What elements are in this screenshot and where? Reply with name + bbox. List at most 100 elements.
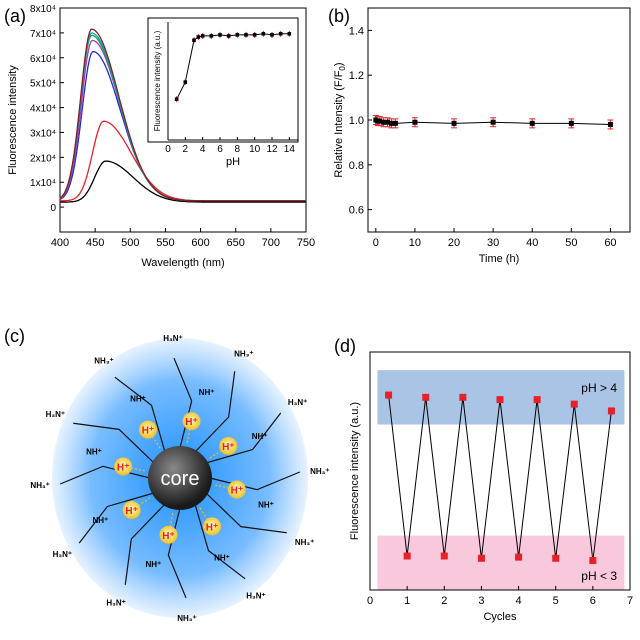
- proton-label: H⁺: [231, 486, 244, 497]
- x-tick-label: 30: [487, 237, 499, 249]
- amine-label: NH⁺: [252, 432, 268, 441]
- y-tick-label: 0: [50, 203, 56, 214]
- ligand-chain: [194, 371, 236, 453]
- cycle-point: [496, 396, 504, 404]
- x-axis-label: Time (h): [479, 253, 520, 265]
- proton: [138, 420, 157, 439]
- x-tick-label: 20: [448, 237, 460, 249]
- data-point: [451, 120, 457, 126]
- ligand-label: H₃N⁺: [46, 410, 65, 419]
- ligand-label: H₃N⁺: [106, 599, 125, 608]
- proton-label: H⁺: [206, 522, 219, 533]
- band-label: pH < 3: [581, 569, 617, 583]
- proton: [219, 436, 238, 455]
- x-tick-label: 700: [262, 237, 280, 249]
- inset-point: [278, 32, 283, 36]
- inset-point: [287, 32, 292, 36]
- y-tick-label: 0.6: [349, 205, 364, 217]
- x-tick-label: 750: [297, 237, 315, 249]
- band-1: [377, 535, 625, 590]
- cycle-point: [570, 400, 578, 408]
- inset-x-tick-label: 2: [183, 144, 189, 155]
- x-tick-label: 650: [227, 237, 245, 249]
- amine-label: NH⁺: [130, 394, 146, 403]
- inset-y-axis-label: Fluorescence intensity (a.u.): [153, 30, 162, 131]
- x-tick-label: 4: [516, 595, 522, 607]
- cycle-point: [589, 557, 597, 565]
- ligand-chain: [194, 503, 246, 580]
- data-point: [381, 119, 387, 125]
- x-tick-label: 450: [86, 237, 104, 249]
- chart-a-inset-ph: 0 2 4 6 8 10 12 14 pH Fluorescence intensity (a.u…: [147, 17, 299, 168]
- x-tick-label: 2: [441, 595, 447, 607]
- cycle-point: [422, 393, 430, 401]
- x-tick-label: 0: [367, 595, 373, 607]
- x-tick-label: 550: [156, 237, 174, 249]
- proton: [203, 517, 222, 536]
- inset-point: [192, 38, 196, 43]
- diagram-c-nanoparticle: H₃N⁺ NH₃⁺ H₃N⁺ NH₃⁺ NH₃⁺ H₃N⁺ NH₃⁺ H₃N⁺ H₃N⁺ NH₃⁺…: [30, 334, 329, 623]
- ligand-label: NH₃⁺: [94, 356, 113, 365]
- x-tick-label: 400: [51, 237, 69, 249]
- proton: [122, 501, 141, 520]
- cycle-point: [403, 552, 411, 560]
- cycle-point: [385, 391, 393, 399]
- ligand-chain: [78, 492, 155, 544]
- proton-label: H⁺: [162, 531, 175, 542]
- chart-b-stability: 0 10 20 30 40 50 60 0.6 0.8 1.0 1.2 1.4 Time (h) Rela…: [333, 7, 631, 265]
- inset-x-tick-label: 0: [165, 144, 171, 155]
- inset-point: [196, 35, 201, 39]
- chart-d-reversibility: pH > 4 pH < 3 0 1 2 3 4 5 6 7 Cycles Fluorescence i…: [349, 351, 633, 623]
- x-tick-label: 0: [373, 237, 379, 249]
- ligand-label: NH₃⁺: [234, 349, 253, 358]
- band-label: pH > 4: [581, 381, 617, 395]
- x-tick-label: 500: [121, 237, 139, 249]
- x-tick-label: 5: [553, 595, 559, 607]
- ligand-label: H₃N⁺: [163, 334, 182, 343]
- ligand-chain: [209, 471, 301, 491]
- ligand-label: NH₃⁺: [177, 614, 196, 623]
- ligand-chain: [205, 492, 287, 534]
- data-point: [377, 118, 383, 124]
- x-tick-label: 1: [404, 595, 410, 607]
- y-tick-label: 3x10⁴: [30, 128, 56, 139]
- ligand-chain: [59, 465, 151, 485]
- amine-label: NH⁺: [93, 516, 109, 525]
- y-axis-label: Fluorescence intensity: [7, 65, 19, 175]
- data-point: [392, 120, 398, 126]
- inset-point: [252, 33, 257, 37]
- y-tick-label: 6x10⁴: [30, 54, 56, 65]
- plot-frame: [369, 351, 631, 591]
- x-tick-label: 60: [604, 237, 616, 249]
- inset-x-tick-label: 12: [266, 144, 278, 155]
- ligand-chain: [205, 412, 282, 464]
- x-tick-label: 7: [627, 595, 633, 607]
- x-tick-label: 3: [478, 595, 484, 607]
- ligand-chain: [114, 376, 166, 453]
- spectrum-line-black: [60, 160, 306, 203]
- chart-a-emission-spectra: 400 450 500 550 600 650 700 750 0 1x10⁴ 2x10⁴ 3x10⁴…: [7, 4, 315, 269]
- panel-d-tag: (d): [334, 336, 356, 356]
- y-tick-label: 1.2: [349, 70, 364, 82]
- ligand-label: H₃N⁺: [288, 398, 307, 407]
- amine-label: NH⁺: [146, 560, 162, 569]
- data-point: [490, 119, 496, 125]
- data-point: [568, 120, 574, 126]
- inset-x-axis-label: pH: [226, 156, 240, 168]
- panel-a-tag: (a): [4, 6, 26, 26]
- panel-c-tag: (c): [4, 326, 25, 346]
- x-tick-label: 10: [409, 237, 421, 249]
- spectrum-line-brown: [59, 28, 306, 202]
- inset-point: [209, 34, 214, 38]
- data-point: [529, 120, 535, 126]
- proton: [114, 457, 133, 476]
- inset-point: [270, 33, 274, 37]
- inset-point: [200, 34, 205, 38]
- y-tick-label: 1.0: [349, 115, 364, 127]
- data-point: [412, 119, 418, 125]
- y-axis-label: Relative Intensity (F/F0): [333, 62, 347, 177]
- inset-point: [226, 34, 231, 38]
- amine-label: NH⁺: [86, 447, 102, 456]
- inset-x-tick-label: 6: [217, 144, 223, 155]
- inset-point: [174, 97, 179, 102]
